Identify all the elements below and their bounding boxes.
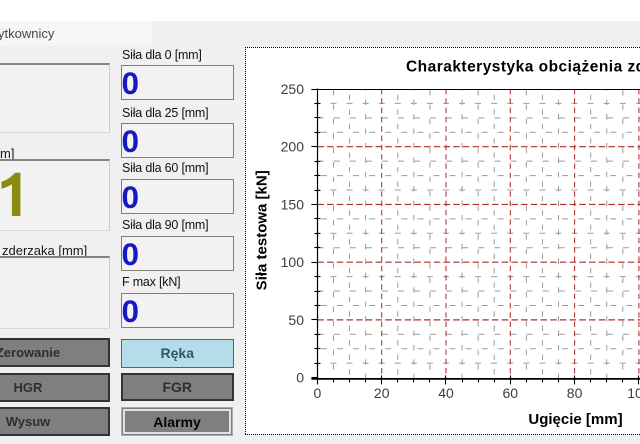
svg-text:60: 60 [503,385,519,401]
svg-text:Charakterystyka obciążenia zde: Charakterystyka obciążenia zderzaka [406,59,640,76]
svg-text:100: 100 [281,254,305,270]
svg-text:20: 20 [374,385,390,401]
svg-text:Siła testowa [kN]: Siła testowa [kN] [254,170,271,290]
svg-text:40: 40 [438,385,454,401]
svg-text:0: 0 [296,370,304,386]
svg-text:0: 0 [314,385,322,401]
svg-text:150: 150 [281,196,305,212]
svg-text:Ugięcie [mm]: Ugięcie [mm] [528,411,622,428]
svg-text:50: 50 [288,312,304,328]
svg-text:200: 200 [281,139,305,155]
svg-text:80: 80 [567,385,583,401]
svg-text:100: 100 [627,385,640,401]
svg-text:250: 250 [281,81,305,97]
